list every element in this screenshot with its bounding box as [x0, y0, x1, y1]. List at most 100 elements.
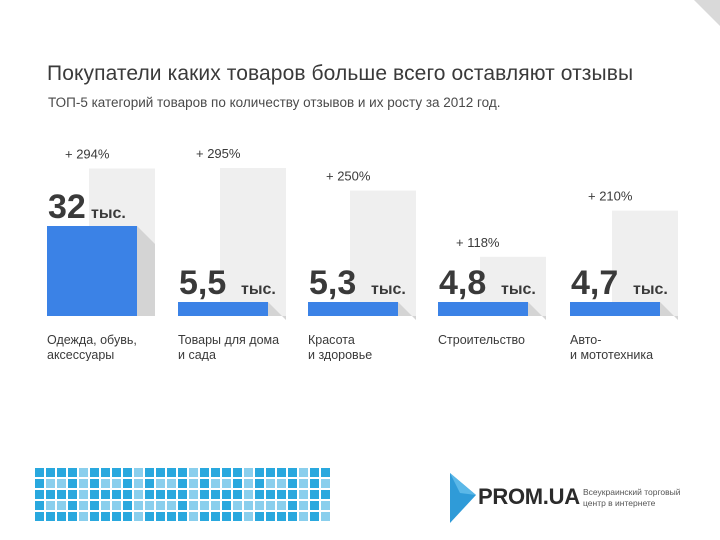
- mosaic-tile: [112, 479, 121, 488]
- bar-shadow-2: [398, 302, 416, 320]
- growth-panel-2: [350, 190, 416, 316]
- mosaic-tile: [79, 501, 88, 510]
- mosaic-tile: [57, 512, 66, 521]
- bar-4: [570, 302, 660, 316]
- mosaic-tile: [233, 512, 242, 521]
- mosaic-tile: [68, 468, 77, 477]
- mosaic-tile: [90, 512, 99, 521]
- value-label-1: 5,5: [179, 264, 226, 302]
- mosaic-tile: [233, 479, 242, 488]
- category-label-line: аксессуары: [47, 348, 115, 361]
- mosaic-tile: [68, 490, 77, 499]
- category-label-1: Товары для дома и сада: [178, 333, 298, 361]
- mosaic-tile: [134, 468, 143, 477]
- left-mosaic-logo: [35, 468, 330, 521]
- category-label-4: Авто-и мототехника: [570, 333, 690, 361]
- mosaic-tile: [35, 512, 44, 521]
- value-label-4: 4,7: [571, 264, 618, 302]
- category-label-line: и сада: [178, 348, 216, 361]
- mosaic-tile: [145, 479, 154, 488]
- mosaic-tile: [57, 501, 66, 510]
- prom-logo-icon: [450, 473, 476, 523]
- mosaic-tile: [90, 490, 99, 499]
- mosaic-tile: [310, 490, 319, 499]
- prom-tagline-line-2: центр в интернете: [583, 498, 656, 508]
- mosaic-tile: [112, 501, 121, 510]
- mosaic-tile: [222, 501, 231, 510]
- mosaic-tile: [189, 468, 198, 477]
- mosaic-tile: [266, 512, 275, 521]
- mosaic-tile: [90, 501, 99, 510]
- category-label-0: Одежда, обувь, аксессуары: [47, 333, 167, 361]
- mosaic-tile: [123, 501, 132, 510]
- value-unit-1: тыс.: [241, 281, 276, 298]
- mosaic-tile: [200, 479, 209, 488]
- mosaic-tile: [101, 512, 110, 521]
- mosaic-tile: [266, 468, 275, 477]
- mosaic-tile: [244, 468, 253, 477]
- bar-1: [178, 302, 268, 316]
- mosaic-tile: [156, 468, 165, 477]
- mosaic-tile: [35, 468, 44, 477]
- mosaic-tile: [134, 501, 143, 510]
- mosaic-tile: [156, 512, 165, 521]
- mosaic-tile: [266, 479, 275, 488]
- mosaic-tile: [134, 512, 143, 521]
- mosaic-tile: [310, 468, 319, 477]
- bar-3: [438, 302, 528, 316]
- mosaic-tile: [211, 479, 220, 488]
- prom-brand-tagline: Всеукраинский торговый центр в интернете: [583, 487, 693, 509]
- value-unit-3: тыс.: [501, 281, 536, 298]
- mosaic-tile: [156, 479, 165, 488]
- mosaic-tile: [277, 490, 286, 499]
- mosaic-tile: [222, 490, 231, 499]
- mosaic-tile: [189, 490, 198, 499]
- category-label-line: и здоровье: [308, 348, 373, 361]
- growth-label-0: + 294%: [65, 147, 110, 162]
- mosaic-tile: [57, 479, 66, 488]
- mosaic-tile: [299, 501, 308, 510]
- category-label-3: Строительство: [438, 333, 558, 361]
- mosaic-tile: [288, 479, 297, 488]
- mosaic-tile: [79, 490, 88, 499]
- mosaic-tile: [46, 468, 55, 477]
- mosaic-tile: [200, 490, 209, 499]
- mosaic-tile: [288, 501, 297, 510]
- mosaic-tile: [189, 501, 198, 510]
- value-unit-4: тыс.: [633, 281, 668, 298]
- prom-brand-name: PROM.UA: [478, 484, 580, 509]
- mosaic-tile: [277, 479, 286, 488]
- mosaic-tile: [299, 468, 308, 477]
- value-label-2: 5,3: [309, 264, 356, 302]
- growth-panel-1: [220, 168, 286, 316]
- mosaic-tile: [35, 490, 44, 499]
- mosaic-tile: [167, 490, 176, 499]
- mosaic-tile: [101, 501, 110, 510]
- mosaic-tile: [68, 501, 77, 510]
- mosaic-tile: [222, 468, 231, 477]
- mosaic-tile: [178, 468, 187, 477]
- mosaic-tile: [200, 501, 209, 510]
- mosaic-tile: [244, 490, 253, 499]
- growth-label-3: + 118%: [456, 235, 500, 250]
- mosaic-tile: [101, 468, 110, 477]
- mosaic-tile: [134, 479, 143, 488]
- mosaic-tile: [112, 512, 121, 521]
- mosaic-tile: [134, 490, 143, 499]
- mosaic-tile: [233, 501, 242, 510]
- bar-chart: + 294% 32 тыс. + 295% 5,5 тыс. + 250% 5,3 тыс. + …: [47, 146, 678, 320]
- mosaic-tile: [178, 479, 187, 488]
- value-unit-2: тыс.: [371, 281, 406, 298]
- mosaic-tile: [123, 468, 132, 477]
- mosaic-tile: [310, 479, 319, 488]
- mosaic-tile: [156, 490, 165, 499]
- mosaic-tile: [321, 479, 330, 488]
- mosaic-tile: [200, 468, 209, 477]
- mosaic-tile: [189, 479, 198, 488]
- mosaic-tile: [211, 512, 220, 521]
- mosaic-tile: [79, 468, 88, 477]
- mosaic-tile: [123, 512, 132, 521]
- mosaic-tile: [222, 479, 231, 488]
- mosaic-tile: [299, 490, 308, 499]
- mosaic-tile: [101, 479, 110, 488]
